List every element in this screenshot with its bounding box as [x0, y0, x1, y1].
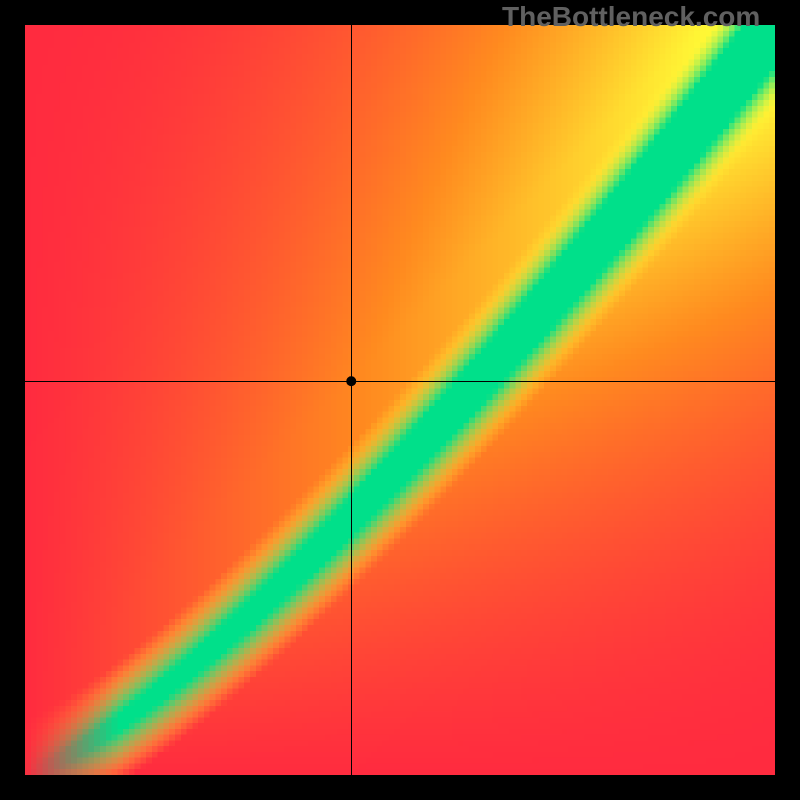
- chart-container: TheBottleneck.com: [0, 0, 800, 800]
- crosshair-overlay: [25, 25, 775, 775]
- attribution-text: TheBottleneck.com: [502, 1, 760, 33]
